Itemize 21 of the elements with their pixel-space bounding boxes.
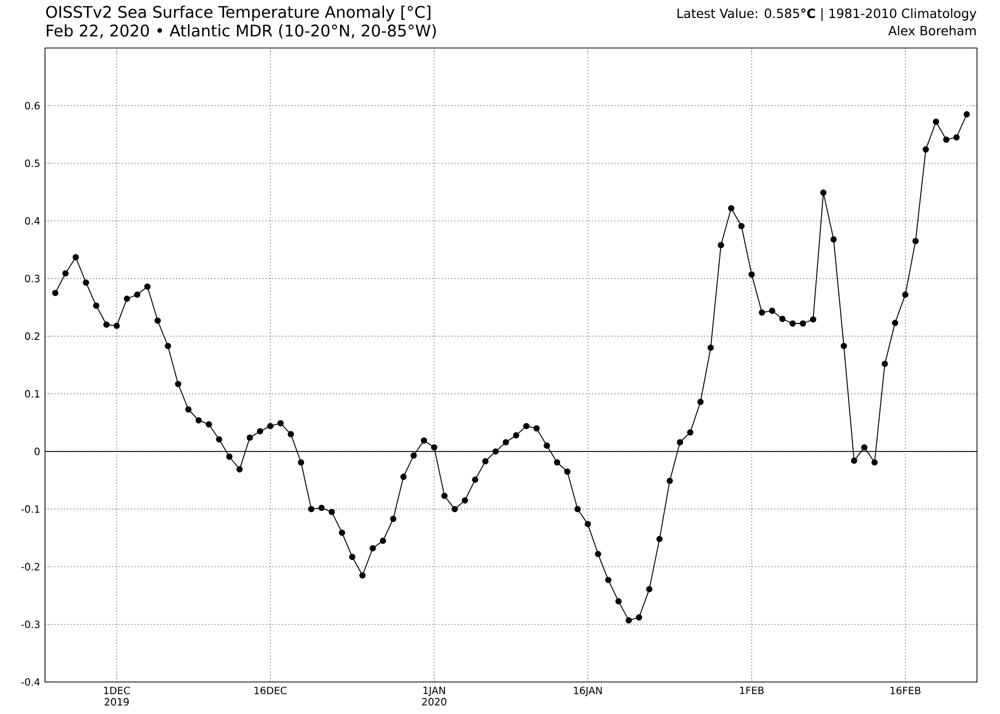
y-tick-label: 0 [34,448,40,456]
x-tick-label: 1JAN 2020 [422,686,446,706]
x-tick-label: 16FEB [890,686,920,694]
y-tick-label: -0.3 [21,620,40,628]
x-tick-label: 1FEB [740,686,764,694]
chart-subtitle: Feb 22, 2020 • Atlantic MDR (10-20°N, 20-85°W) [46,24,436,39]
y-tick-label: 0.3 [25,274,40,282]
y-tick-label: -0.1 [21,505,40,513]
x-tick-label: 16JAN [574,686,602,696]
text: Alex Boreham [888,26,976,36]
y-tick-label: 0.5 [25,159,40,168]
y-tick-label: 0.1 [25,390,40,398]
text: Latest Value: 0.585°C | 1981-2010 Climatology [678,8,976,21]
y-tick-label: -0.4 [21,678,40,686]
x-tick-label: 16DEC [254,686,287,694]
y-tick-label: 0.6 [25,102,40,110]
y-tick-label: 0.4 [25,217,40,225]
x-tick-label: 1DEC 2019 [104,686,130,706]
y-tick-label: -0.2 [21,562,40,571]
chart-title: OISSTv2 Sea Surface Temperature Anomaly [°C] [46,6,430,22]
y-tick-label: 0.2 [25,332,40,340]
